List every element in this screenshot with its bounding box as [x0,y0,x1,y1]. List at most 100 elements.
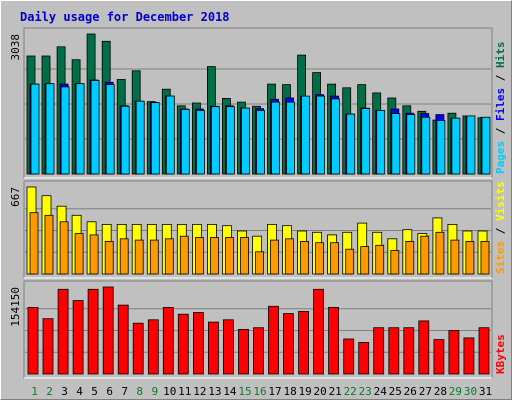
x-tick-label-5: 5 [91,385,98,398]
bottom-ymax-label: 154150 [9,287,22,327]
top-bar-pages-4 [75,83,85,175]
bottom-bar-kbytes-2 [42,318,54,375]
bottom-bar-kbytes-24 [373,327,385,375]
middle-bar-sites-26 [405,240,415,275]
top-bar-pages-15 [241,107,250,175]
middle-bar-sites-6 [104,240,114,275]
x-tick-label-11: 11 [178,385,191,398]
x-tick-label-31: 31 [479,385,492,398]
top-bar-pages-16 [256,110,265,175]
top-bar-pages-29 [451,117,461,175]
top-bar-pages-23 [361,108,371,175]
top-bar-pages-17 [271,101,280,175]
bottom-bar-kbytes-27 [418,320,430,375]
top-bar-pages-14 [225,106,235,175]
top-bar-pages-20 [316,95,326,175]
top-bar-pages-27 [421,116,431,175]
x-tick-label-14: 14 [223,385,237,398]
x-tick-label-4: 4 [76,385,83,398]
x-tick-label-22: 22 [344,385,357,398]
middle-bar-sites-21 [330,242,340,275]
top-bar-pages-3 [60,86,70,175]
bottom-bar-kbytes-17 [268,305,279,375]
middle-bar-sites-29 [450,239,460,275]
top-bar-pages-31 [481,116,491,175]
x-tick-label-29: 29 [449,385,462,398]
bottom-bar-kbytes-29 [448,330,460,375]
x-tick-label-20: 20 [313,385,326,398]
middle-bar-sites-16 [255,251,264,275]
top-bar-pages-12 [195,110,205,175]
bottom-bar-kbytes-26 [403,327,415,375]
top-bar-pages-30 [466,115,476,175]
middle-bar-sites-22 [345,248,355,275]
bottom-bar-kbytes-11 [177,313,189,375]
x-tick-label-27: 27 [419,385,432,398]
middle-bar-sites-31 [480,240,490,275]
x-tick-label-18: 18 [283,385,296,398]
middle-bar-sites-1 [29,212,39,275]
middle-bar-sites-17 [270,239,279,275]
top-legend-part-2: Files [494,88,507,121]
bottom-bar-kbytes-30 [463,337,475,375]
x-tick-label-3: 3 [61,385,68,398]
middle-bar-sites-19 [300,240,310,275]
middle-bar-sites-27 [420,235,430,275]
middle-bar-sites-30 [465,240,475,275]
middle-legend-part-2: Visits [494,181,507,221]
bottom-bar-kbytes-14 [222,319,234,375]
bottom-bar-kbytes-8 [132,322,144,375]
top-bar-pages-8 [135,100,145,175]
x-tick-label-10: 10 [163,385,176,398]
bottom-bar-kbytes-4 [72,300,84,375]
top-legend-part-0: Pages [494,141,507,174]
top-bar-pages-21 [331,98,341,175]
bottom-bar-kbytes-10 [162,306,174,375]
x-tick-label-16: 16 [253,385,266,398]
x-tick-label-21: 21 [329,385,342,398]
top-bar-pages-5 [90,80,100,175]
bottom-bar-kbytes-12 [192,312,204,375]
x-tick-label-30: 30 [464,385,477,398]
bottom-bar-kbytes-20 [313,288,325,375]
x-tick-label-17: 17 [268,385,281,398]
middle-bar-sites-4 [74,233,84,275]
x-tick-label-7: 7 [121,385,128,398]
middle-bar-sites-7 [119,238,129,275]
top-bar-pages-6 [105,84,115,175]
bottom-bar-kbytes-5 [87,288,99,375]
top-bar-pages-1 [30,83,40,175]
x-tick-label-1: 1 [31,385,38,398]
top-bar-pages-9 [150,102,160,175]
bottom-bar-kbytes-25 [388,327,400,375]
top-legend-part-4: Hits [494,42,507,69]
bottom-bar-kbytes-31 [478,327,490,375]
bottom-legend-part-0: KBytes [494,334,507,374]
top-legend-part-1: / [494,121,507,141]
bottom-bar-kbytes-22 [343,338,355,375]
x-tick-label-15: 15 [238,385,251,398]
top-legend-part-3: / [494,68,507,88]
top-bar-pages-2 [45,83,55,175]
bottom-bar-kbytes-13 [207,321,219,375]
top-bar-pages-22 [346,113,356,175]
bottom-bar-kbytes-18 [283,313,294,375]
chart-title: Daily usage for December 2018 [20,10,230,24]
bottom-bar-kbytes-1 [27,306,39,375]
middle-bar-sites-3 [59,221,69,275]
middle-bar-sites-11 [179,235,189,275]
bottom-bar-kbytes-3 [57,288,69,375]
top-bar-pages-7 [120,105,130,175]
top-bar-pages-24 [376,110,386,175]
middle-bar-sites-9 [149,239,159,275]
x-tick-label-8: 8 [136,385,143,398]
top-legend: Pages / Files / Hits [494,42,507,175]
middle-legend-part-0: Sites [494,241,507,274]
top-bar-pages-10 [165,95,175,175]
x-tick-label-13: 13 [208,385,221,398]
middle-bar-sites-10 [164,238,174,275]
middle-bar-sites-8 [134,239,144,275]
middle-ymax-label: 667 [9,187,22,207]
top-bar-pages-13 [210,106,220,175]
